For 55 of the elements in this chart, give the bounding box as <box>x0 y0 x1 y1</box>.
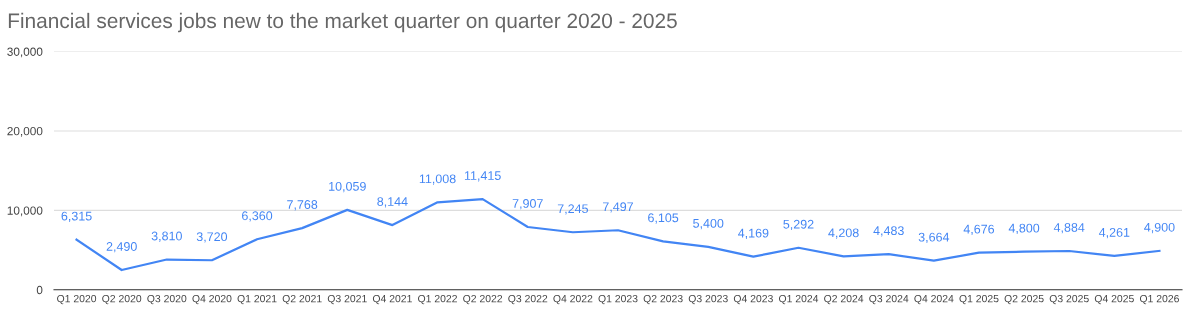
x-tick-label: Q4 2023 <box>733 294 773 305</box>
data-label: 11,415 <box>464 171 501 182</box>
data-label: 4,261 <box>1098 227 1130 239</box>
data-label: 4,208 <box>828 228 859 239</box>
x-tick-label: Q1 2023 <box>598 294 638 305</box>
x-tick-label: Q1 2024 <box>778 294 819 305</box>
data-label: 7,907 <box>512 199 543 210</box>
x-tick-label: Q2 2021 <box>282 294 322 305</box>
x-tick-label: Q4 2022 <box>553 294 593 305</box>
y-tick-label: 30,000 <box>7 47 43 58</box>
y-tick-label: 0 <box>36 285 43 295</box>
x-tick-label: Q4 2024 <box>914 294 954 305</box>
x-tick-label: Q3 2021 <box>327 294 367 305</box>
data-label: 6,315 <box>61 211 92 222</box>
x-tick-label: Q3 2022 <box>508 294 548 305</box>
data-label: 8,144 <box>377 197 408 208</box>
x-tick-label: Q1 2025 <box>959 294 999 305</box>
data-label: 4,800 <box>1008 223 1040 235</box>
x-tick-label: Q3 2023 <box>688 294 728 305</box>
data-label: 3,664 <box>918 232 950 244</box>
data-label: 6,360 <box>242 211 273 222</box>
data-label: 4,169 <box>738 228 769 240</box>
x-tick-label: Q3 2020 <box>147 294 187 305</box>
data-label: 4,900 <box>1144 222 1175 234</box>
data-label: 6,105 <box>648 213 679 224</box>
data-label: 7,768 <box>287 200 318 211</box>
x-tick-label: Q2 2022 <box>463 294 503 305</box>
data-label: 2,490 <box>106 242 137 253</box>
data-label: 5,292 <box>783 219 814 231</box>
data-label: 7,245 <box>557 204 588 215</box>
data-label: 4,483 <box>873 226 904 237</box>
y-tick-label: 10,000 <box>7 206 43 217</box>
x-tick-label: Q1 2026 <box>1139 294 1179 305</box>
y-tick-label: 20,000 <box>7 126 43 137</box>
x-tick-label: Q4 2021 <box>372 294 412 305</box>
x-tick-label: Q2 2020 <box>102 294 142 305</box>
data-label: 5,400 <box>693 218 724 230</box>
x-tick-label: Q2 2025 <box>1004 294 1044 305</box>
data-label: 3,810 <box>151 231 182 242</box>
data-label: 3,720 <box>196 232 228 243</box>
data-label: 7,497 <box>603 202 634 213</box>
x-tick-label: Q2 2024 <box>824 294 864 305</box>
x-tick-label: Q1 2020 <box>57 294 97 305</box>
x-tick-label: Q3 2025 <box>1049 294 1089 305</box>
x-tick-label: Q3 2024 <box>869 294 909 305</box>
x-tick-label: Q2 2023 <box>643 294 683 305</box>
x-tick-label: Q1 2022 <box>418 294 457 305</box>
data-label: 4,676 <box>963 224 995 235</box>
x-tick-label: Q4 2025 <box>1094 294 1134 305</box>
x-tick-label: Q4 2020 <box>192 294 232 305</box>
data-label: 4,884 <box>1053 223 1085 234</box>
chart-title: Financial services jobs new to the market quarter on quarter 2020 - 2025 <box>8 12 677 33</box>
data-label: 10,059 <box>329 181 366 193</box>
x-tick-label: Q1 2021 <box>237 294 277 305</box>
data-label: 11,008 <box>419 174 456 185</box>
